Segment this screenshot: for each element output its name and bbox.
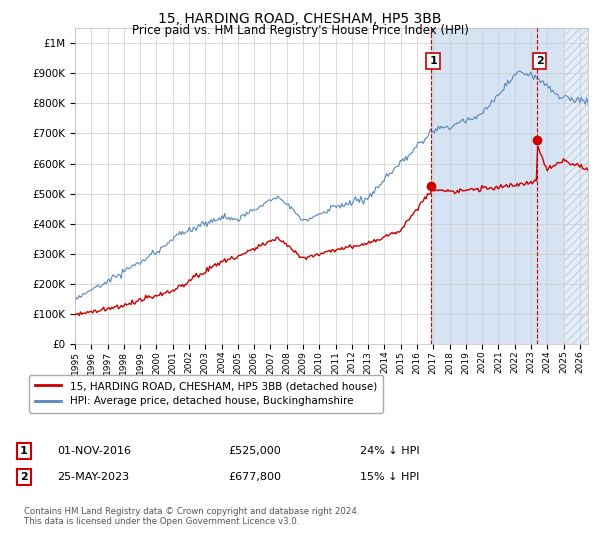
Text: Price paid vs. HM Land Registry's House Price Index (HPI): Price paid vs. HM Land Registry's House …: [131, 24, 469, 36]
Text: 01-NOV-2016: 01-NOV-2016: [57, 446, 131, 456]
Text: 25-MAY-2023: 25-MAY-2023: [57, 472, 129, 482]
Text: 1: 1: [429, 56, 437, 66]
Text: £525,000: £525,000: [228, 446, 281, 456]
Text: 2: 2: [20, 472, 28, 482]
Text: 15% ↓ HPI: 15% ↓ HPI: [360, 472, 419, 482]
Text: 24% ↓ HPI: 24% ↓ HPI: [360, 446, 419, 456]
Text: 1: 1: [20, 446, 28, 456]
Legend: 15, HARDING ROAD, CHESHAM, HP5 3BB (detached house), HPI: Average price, detache: 15, HARDING ROAD, CHESHAM, HP5 3BB (deta…: [29, 375, 383, 413]
Bar: [431, 28, 563, 344]
Text: Contains HM Land Registry data © Crown copyright and database right 2024.
This d: Contains HM Land Registry data © Crown c…: [24, 507, 359, 526]
Text: 2: 2: [536, 56, 544, 66]
Text: 15, HARDING ROAD, CHESHAM, HP5 3BB: 15, HARDING ROAD, CHESHAM, HP5 3BB: [158, 12, 442, 26]
Text: £677,800: £677,800: [228, 472, 281, 482]
Bar: [563, 28, 588, 344]
